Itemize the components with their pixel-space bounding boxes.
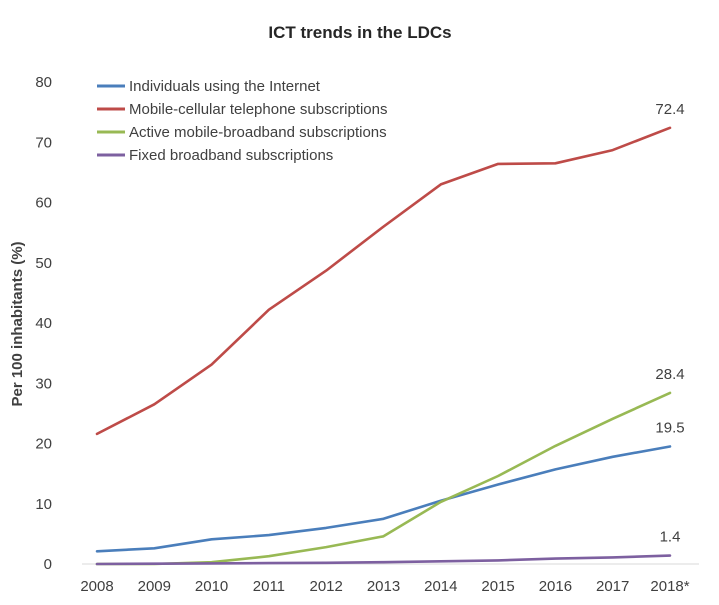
legend: Individuals using the Internet Mobile-cel… <box>97 78 387 164</box>
y-tick-label: 60 <box>35 195 52 212</box>
series-line-4 <box>95 554 672 566</box>
x-tick-label: 2010 <box>195 578 228 595</box>
legend-label-3: Active mobile-broadband subscriptions <box>129 124 387 141</box>
x-tick-label: 2013 <box>367 578 400 595</box>
x-tick-label: 2009 <box>138 578 171 595</box>
x-tick-label: 2012 <box>310 578 343 595</box>
x-tick-label: 2018* <box>650 578 689 595</box>
series-line-3 <box>95 391 672 566</box>
end-value-label-2: 72.4 <box>655 101 684 118</box>
x-tick-label: 2017 <box>596 578 629 595</box>
x-tick-label: 2016 <box>539 578 572 595</box>
legend-label-4: Fixed broadband subscriptions <box>129 147 333 164</box>
y-tick-label: 70 <box>35 134 52 151</box>
series-layer <box>95 126 672 566</box>
end-value-label-1: 19.5 <box>655 420 684 437</box>
data-labels: 19.5 72.4 28.4 1.4 <box>655 101 684 546</box>
y-axis-label: Per 100 inhabitants (%) <box>9 241 26 406</box>
x-tick-label: 2011 <box>253 578 285 595</box>
series-line-1 <box>95 445 672 553</box>
y-tick-label: 20 <box>35 436 52 453</box>
y-tick-label: 10 <box>35 496 52 513</box>
chart-title: ICT trends in the LDCs <box>268 23 451 42</box>
end-value-label-3: 28.4 <box>655 366 684 383</box>
y-tick-label: 30 <box>35 375 52 392</box>
x-tick-label: 2015 <box>481 578 514 595</box>
y-tick-label: 0 <box>44 556 52 573</box>
y-tick-label: 40 <box>35 315 52 332</box>
legend-label-1: Individuals using the Internet <box>129 78 321 95</box>
y-tick-label: 50 <box>35 255 52 272</box>
legend-label-2: Mobile-cellular telephone subscriptions <box>129 101 387 118</box>
series-line-2 <box>95 126 672 436</box>
y-axis-ticks: 0 10 20 30 40 50 60 70 80 <box>35 74 52 573</box>
y-tick-label: 80 <box>35 74 52 91</box>
x-axis-ticks: 2008 2009 2010 2011 2012 2013 2014 2015 2016 2017… <box>80 578 689 595</box>
x-tick-label: 2014 <box>424 578 457 595</box>
x-tick-label: 2008 <box>80 578 113 595</box>
end-value-label-4: 1.4 <box>660 529 681 546</box>
